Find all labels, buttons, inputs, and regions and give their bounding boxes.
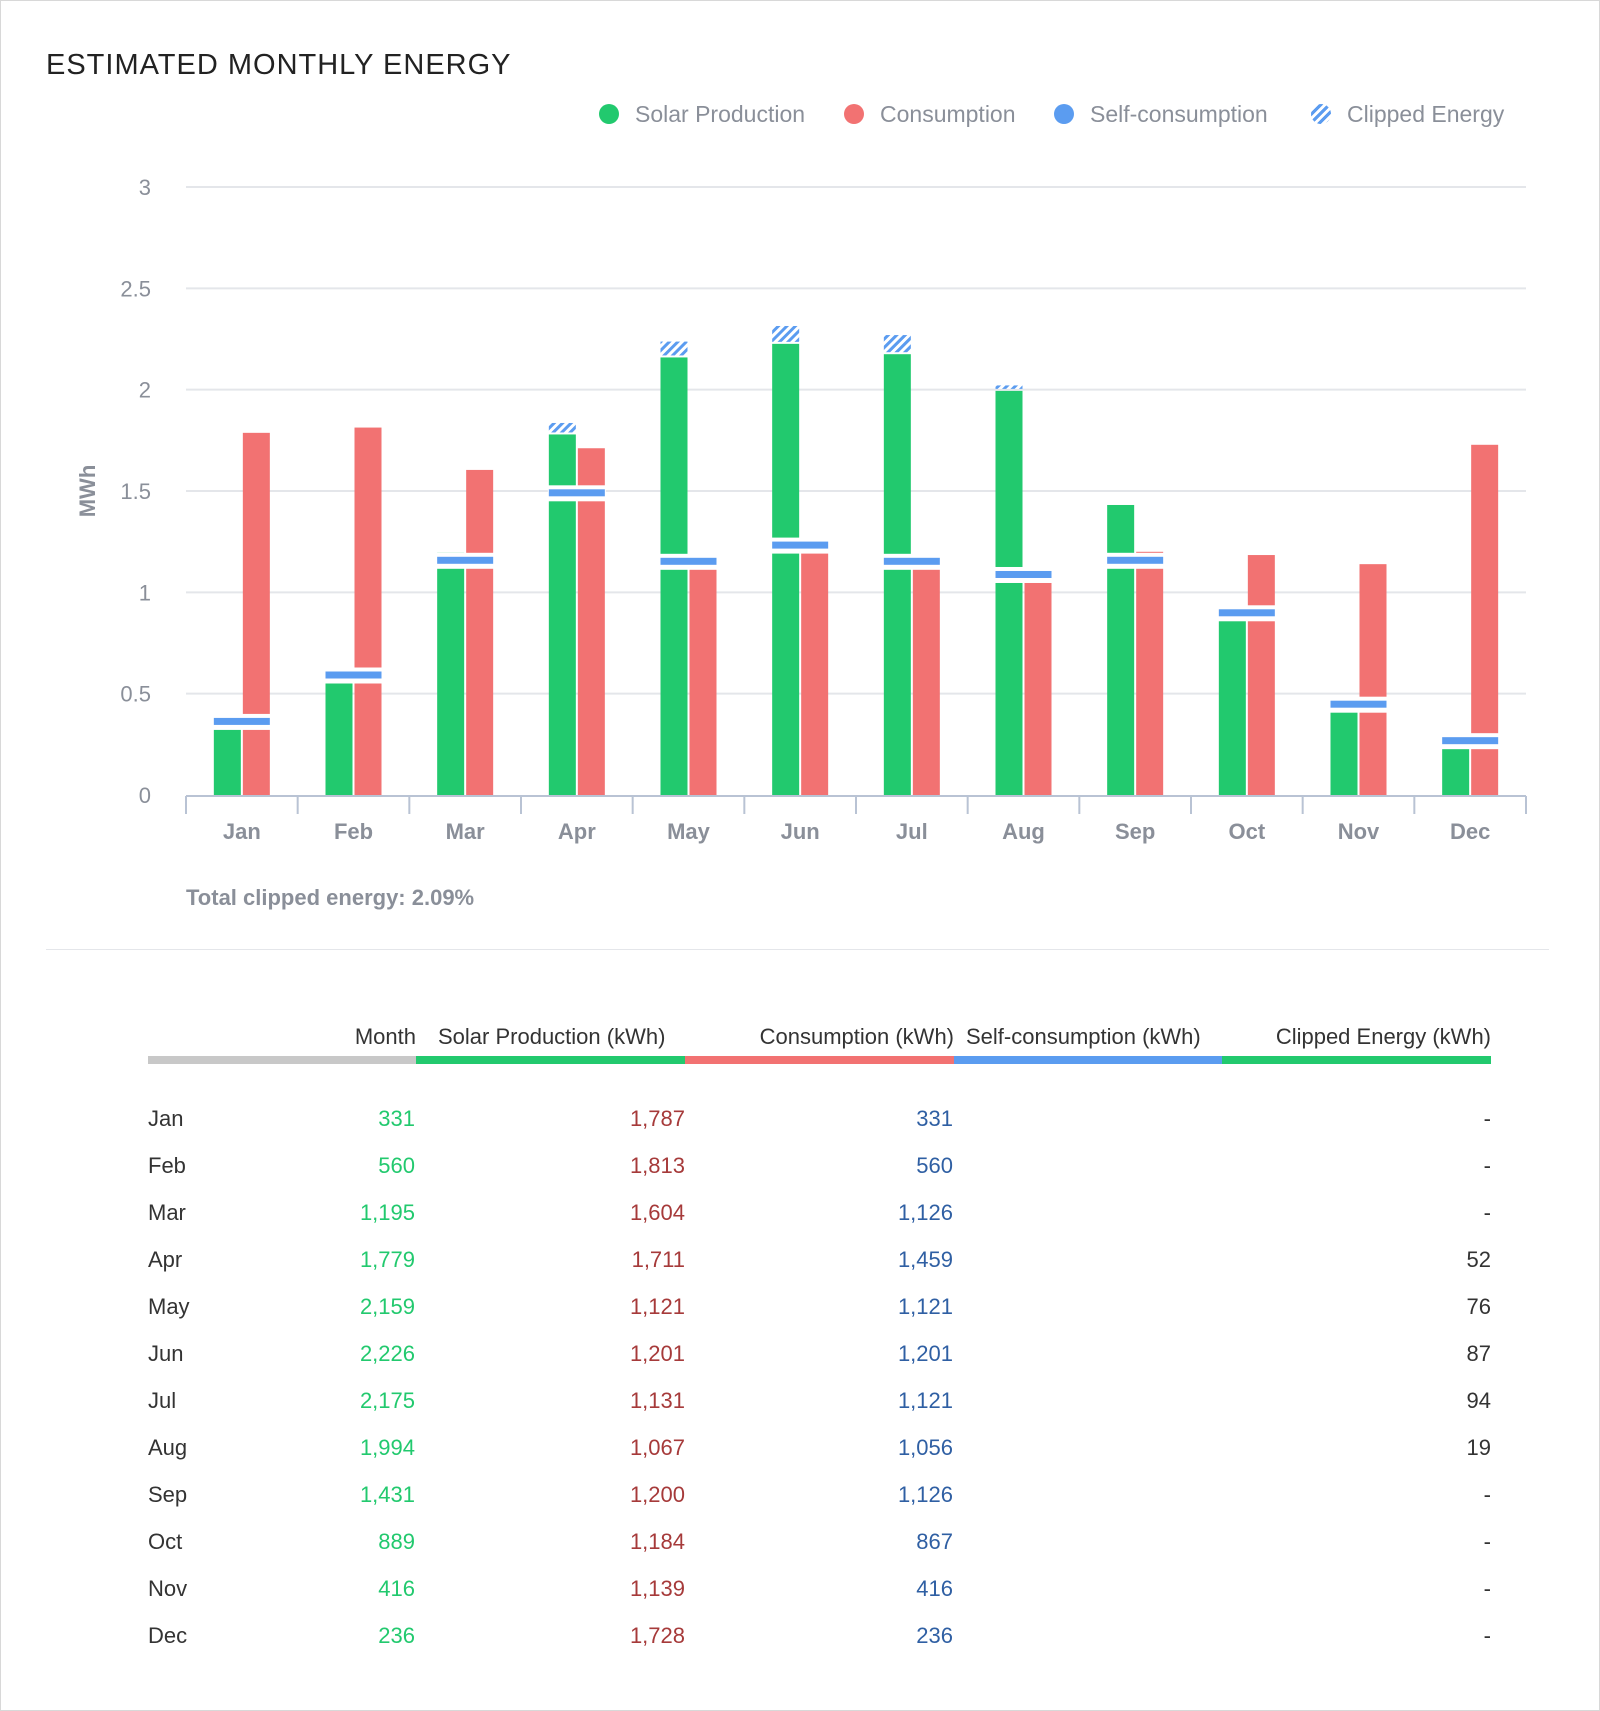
bar-solar-production [772,343,800,795]
self-consumption-marker [772,541,829,549]
bar-clipped-energy [883,335,911,353]
bar-consumption [689,567,717,795]
legend-label: Clipped Energy [1347,100,1505,127]
self-consumption-marker [1107,556,1164,564]
self-consumption-marker [1330,700,1387,708]
y-tick-label: 1 [139,580,151,605]
self-consumption-marker [1442,737,1499,745]
section-divider [46,949,1549,950]
y-tick-label: 3 [139,175,151,200]
bar-solar-production [1442,747,1470,795]
bar-solar-production [995,390,1023,795]
bar-solar-production [1107,504,1135,795]
x-tick-label: Jan [223,819,261,844]
bar-consumption [577,448,605,795]
bar-consumption [801,551,829,795]
bar-clipped-energy [995,385,1023,389]
table-header: Month Solar Production (kWh) Consumption… [148,1018,1491,1064]
header-month[interactable]: Month [148,1018,416,1064]
x-tick-label: Jun [781,819,820,844]
legend-label: Solar Production [635,100,806,127]
page-title: ESTIMATED MONTHLY ENERGY [46,49,512,81]
table-row: Oct 889 1,184 867- [148,1529,1491,1554]
table-row: Aug 1,994 1,067 1,056 19 [148,1435,1491,1460]
bar-consumption [1359,564,1387,795]
bar-clipped-energy [772,325,800,342]
bar-solar-production [883,354,911,795]
table-row: May 2,159 1,121 1,121 76 [148,1294,1491,1319]
legend-circle-icon [1054,104,1074,124]
header-consumption[interactable]: Consumption (kWh) [685,1018,954,1064]
table-row: Mar 1,195 1,604 1,126- [148,1200,1491,1225]
energy-table: Month Solar Production (kWh) Consumption… [148,1018,1491,1670]
x-tick-label: Nov [1338,819,1380,844]
legend-circle-icon [844,104,864,124]
x-tick-label: Sep [1115,819,1155,844]
self-consumption-marker [325,671,382,679]
legend-circle-icon [599,104,619,124]
chart-legend: Solar Production Consumption Self-consum… [1,97,1600,131]
x-tick-label: Jul [896,819,928,844]
legend-item-solar[interactable]: Solar Production [599,97,805,131]
x-tick-label: Oct [1228,819,1265,844]
y-tick-label: 2 [139,378,151,403]
y-tick-label: 0 [139,783,151,808]
table-row: Dec 236 1,728 236- [148,1623,1491,1648]
total-clipped-note: Total clipped energy: 2.09% [186,885,475,910]
table-row: Jun 2,226 1,201 1,201 87 [148,1341,1491,1366]
legend-item-clipped[interactable]: Clipped Energy [1311,97,1504,131]
legend-hatched-circle-icon [1311,104,1331,124]
self-consumption-marker [437,556,494,564]
bar-consumption [466,469,494,795]
monthly-energy-chart: 0 0.5 1 1.5 2 2.5 3 MWh Jan Feb Mar Apr May Jun Jul Aug… [75,175,1527,844]
x-tick-label: Dec [1450,819,1490,844]
y-axis-label: MWh [75,465,100,518]
x-tick-label: Mar [446,819,486,844]
bar-consumption [242,432,270,795]
table-row: Jan 331 1,787 331- [148,1106,1491,1131]
table-row: Feb 560 1,813 560- [148,1153,1491,1178]
bar-consumption [1024,578,1052,795]
table-row: Jul 2,175 1,131 1,121 94 [148,1388,1491,1413]
bar-solar-production [325,681,353,795]
bar-clipped-energy [548,422,576,433]
y-tick-label: 0.5 [120,682,151,707]
x-tick-label: Feb [334,819,373,844]
bar-consumption [1136,551,1164,795]
self-consumption-marker [995,570,1052,578]
self-consumption-marker [660,557,717,565]
self-consumption-marker [548,489,605,497]
bar-solar-production [660,357,688,795]
bar-solar-production [213,727,241,795]
self-consumption-marker [1218,609,1275,617]
bar-solar-production [1218,614,1246,795]
legend-item-self-consumption[interactable]: Self-consumption [1054,97,1268,131]
header-clipped[interactable]: Clipped Energy (kWh) [1222,1018,1491,1064]
x-tick-label: May [667,819,711,844]
table-row: Nov 416 1,139 416- [148,1576,1491,1601]
y-tick-label: 1.5 [120,479,151,504]
legend-item-consumption[interactable]: Consumption [844,97,1016,131]
self-consumption-marker [213,717,270,725]
self-consumption-marker [883,557,940,565]
bar-clipped-energy [660,341,688,356]
header-self-consumption[interactable]: Self-consumption (kWh) [954,1018,1222,1064]
table-row: Sep 1,431 1,200 1,126- [148,1482,1491,1507]
legend-label: Consumption [880,100,1016,127]
legend-label: Self-consumption [1090,100,1268,127]
table-body: Jan 331 1,787 331- Feb 560 1,813 560- Mar 1,195… [148,1106,1491,1670]
bar-consumption [354,427,382,795]
header-solar[interactable]: Solar Production (kWh) [416,1018,685,1064]
bar-consumption [912,565,940,795]
y-tick-label: 2.5 [120,276,151,301]
bar-consumption [1247,555,1275,795]
table-row: Apr 1,779 1,711 1,459 52 [148,1247,1491,1272]
bar-solar-production [1330,710,1358,795]
x-tick-label: Aug [1002,819,1045,844]
bar-solar-production [437,552,465,795]
x-tick-label: Apr [558,819,596,844]
